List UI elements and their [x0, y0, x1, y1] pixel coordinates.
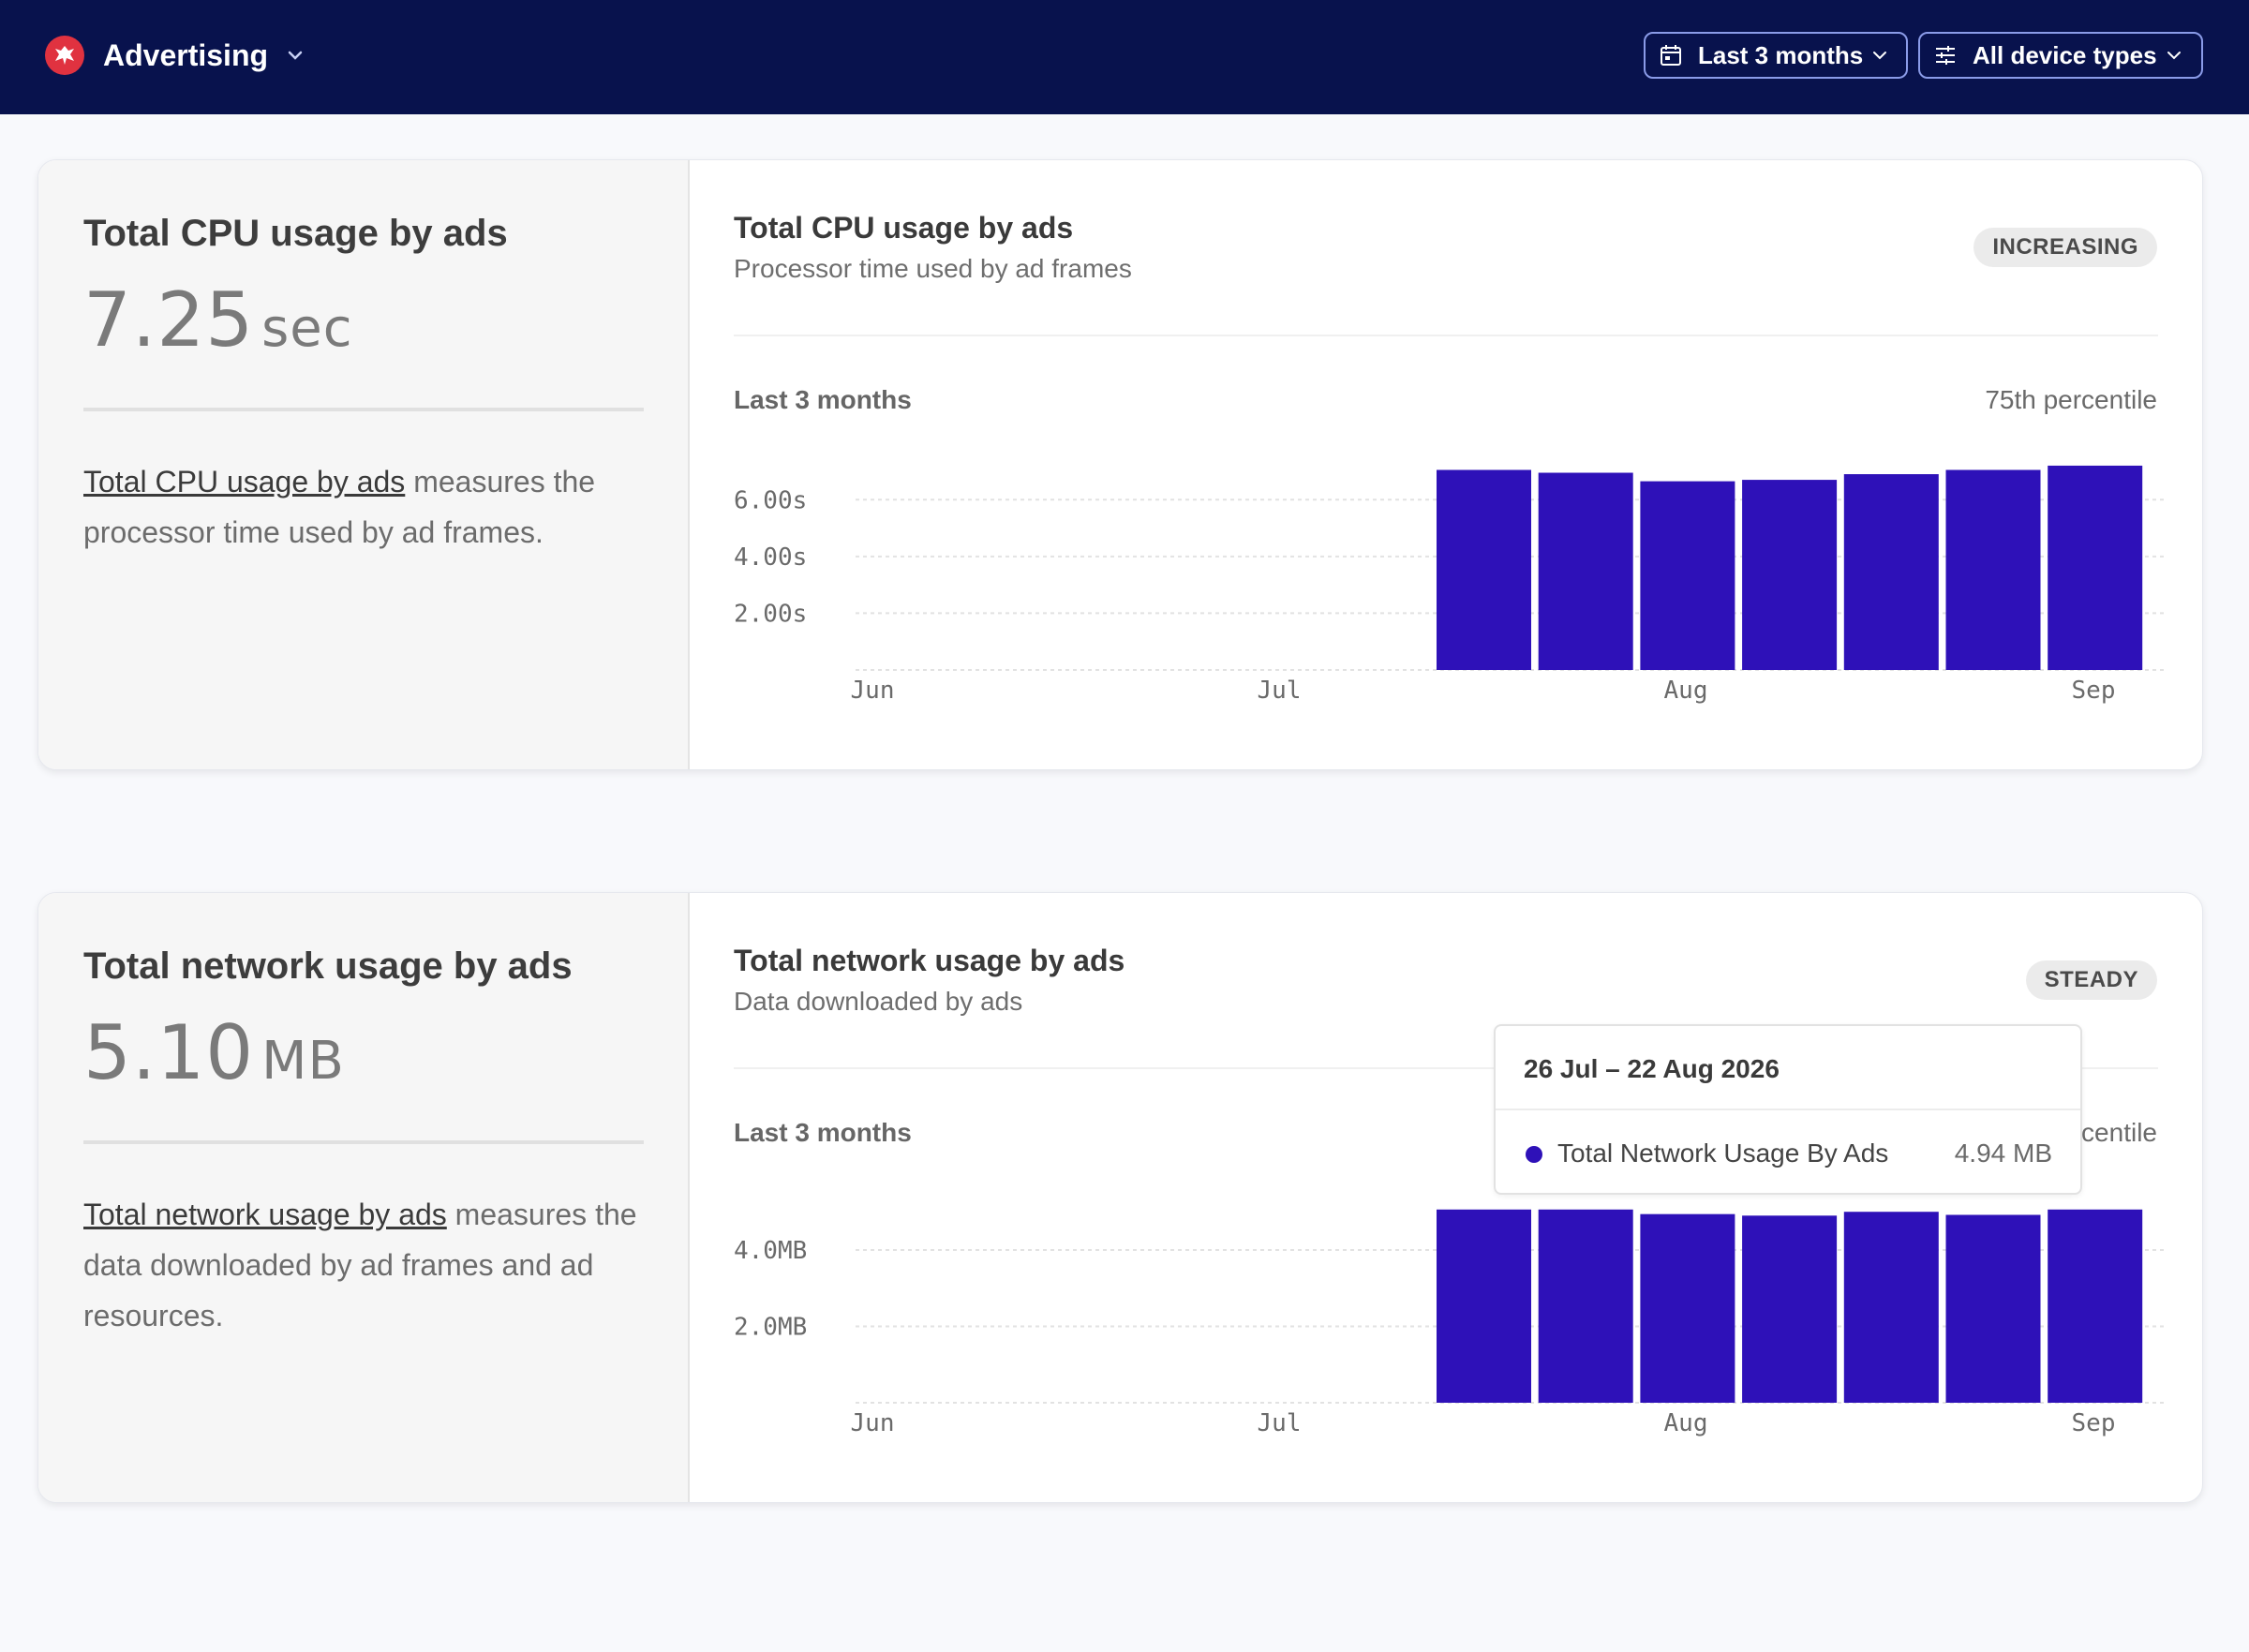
y-tick-label: 2.00s — [734, 600, 807, 628]
chart-bar[interactable] — [1843, 474, 1939, 670]
trend-badge: STEADY — [2025, 960, 2157, 1000]
metric-unit: MB — [261, 1031, 345, 1092]
metric-number: 5.10 — [83, 1009, 255, 1096]
chart-range-label: Last 3 months — [734, 1118, 912, 1147]
chart-title: Total CPU usage by ads — [734, 211, 1074, 245]
cpu-usage-card: Total CPU usage by ads 7.25 sec Total CPU… — [37, 159, 2203, 770]
tooltip-series-name: Total Network Usage By Ads — [1557, 1139, 1889, 1168]
divider — [83, 408, 644, 411]
metric-title: Total CPU usage by ads — [83, 213, 508, 254]
y-tick-label: 4.0MB — [734, 1237, 807, 1265]
chart-subtitle: Data downloaded by ads — [734, 987, 1023, 1016]
divider — [734, 335, 2158, 336]
chevron-down-icon — [1873, 52, 1887, 60]
filter-sliders-icon — [1936, 46, 1955, 65]
metric-title: Total network usage by ads — [83, 945, 573, 987]
chart-tooltip: 26 Jul – 22 Aug 2026 Total Network Usage… — [1494, 1024, 2082, 1195]
metric-description: Total network usage by ads measures the … — [83, 1189, 646, 1341]
device-filter-label: All device types — [1973, 40, 2157, 69]
metric-value: 5.10 MB — [83, 1009, 345, 1096]
period-filter-button[interactable]: Last 3 months — [1644, 32, 1908, 79]
chart-bar[interactable] — [1640, 481, 1735, 670]
x-tick-label: Sep — [2072, 1409, 2116, 1437]
period-filter-label: Last 3 months — [1698, 40, 1864, 69]
x-tick-label: Aug — [1664, 1409, 1708, 1437]
metric-number: 7.25 — [83, 276, 255, 364]
chart-bar[interactable] — [2048, 1209, 2143, 1403]
metric-description: Total CPU usage by ads measures the proc… — [83, 456, 646, 558]
cpu-bar-chart: 2.00s 4.00s 6.00s Jun Jul Aug Sep — [734, 465, 2167, 705]
chart-range-label: Last 3 months — [734, 385, 912, 414]
app-name: Advertising — [103, 37, 269, 72]
metric-doc-link[interactable]: Total CPU usage by ads — [83, 465, 406, 499]
chart-bar[interactable] — [1945, 469, 2041, 670]
x-tick-label: Jun — [851, 1409, 895, 1437]
chart-bar[interactable] — [1437, 469, 1531, 670]
x-tick-label: Jul — [1258, 677, 1302, 705]
device-filter-button[interactable]: All device types — [1918, 32, 2203, 79]
chart-bar[interactable] — [1538, 1209, 1633, 1403]
series-color-dot — [1526, 1146, 1542, 1163]
network-usage-card: Total network usage by ads 5.10 MB Total … — [37, 892, 2203, 1503]
chart-bar[interactable] — [1945, 1214, 2041, 1403]
divider — [734, 1067, 2158, 1069]
metric-description-text: measures the processor time used by ad f… — [83, 465, 596, 549]
trend-badge: INCREASING — [1973, 228, 2157, 267]
divider — [1496, 1109, 2080, 1110]
chart-bar[interactable] — [1437, 1209, 1531, 1403]
chart-subtitle: Processor time used by ad frames — [734, 254, 1132, 283]
chevron-down-icon — [2167, 52, 2181, 60]
chevron-down-icon — [288, 51, 303, 60]
metric-description-text: measures the data downloaded by ad frame… — [83, 1198, 637, 1332]
y-tick-label: 2.0MB — [734, 1313, 807, 1341]
chart-bar[interactable] — [1538, 472, 1633, 670]
x-tick-label: Aug — [1664, 677, 1708, 705]
chart-bar[interactable] — [1640, 1213, 1735, 1403]
y-tick-label: 4.00s — [734, 543, 807, 572]
chart-percentile-label: 75th percentile — [1985, 385, 2157, 414]
metric-doc-link[interactable]: Total network usage by ads — [83, 1198, 447, 1231]
metric-value: 7.25 sec — [83, 276, 353, 364]
x-tick-label: Jun — [851, 677, 895, 705]
chart-bar[interactable] — [1843, 1212, 1939, 1403]
network-bar-chart: 2.0MB 4.0MB Jun Jul Aug Sep — [734, 1209, 2167, 1437]
brand-logo-icon — [45, 36, 84, 75]
chart-bar[interactable] — [1742, 1215, 1838, 1403]
y-tick-label: 6.00s — [734, 486, 807, 514]
cpu-summary-panel: Total CPU usage by ads 7.25 sec Total CPU… — [38, 160, 690, 769]
chart-title: Total network usage by ads — [734, 944, 1125, 977]
chart-bar[interactable] — [2048, 465, 2143, 670]
tooltip-date-range: 26 Jul – 22 Aug 2026 — [1524, 1054, 1780, 1083]
x-tick-label: Sep — [2072, 677, 2116, 705]
chart-bar[interactable] — [1742, 480, 1838, 670]
app-switcher[interactable]: Advertising — [45, 36, 305, 75]
calendar-icon — [1661, 45, 1681, 66]
tooltip-value: 4.94 MB — [1954, 1139, 2052, 1168]
metric-unit: sec — [261, 298, 353, 359]
x-tick-label: Jul — [1258, 1409, 1302, 1437]
network-summary-panel: Total network usage by ads 5.10 MB Total … — [38, 893, 690, 1502]
divider — [83, 1140, 644, 1144]
top-navigation-bar: Advertising Last 3 months All device typ… — [0, 0, 2249, 114]
